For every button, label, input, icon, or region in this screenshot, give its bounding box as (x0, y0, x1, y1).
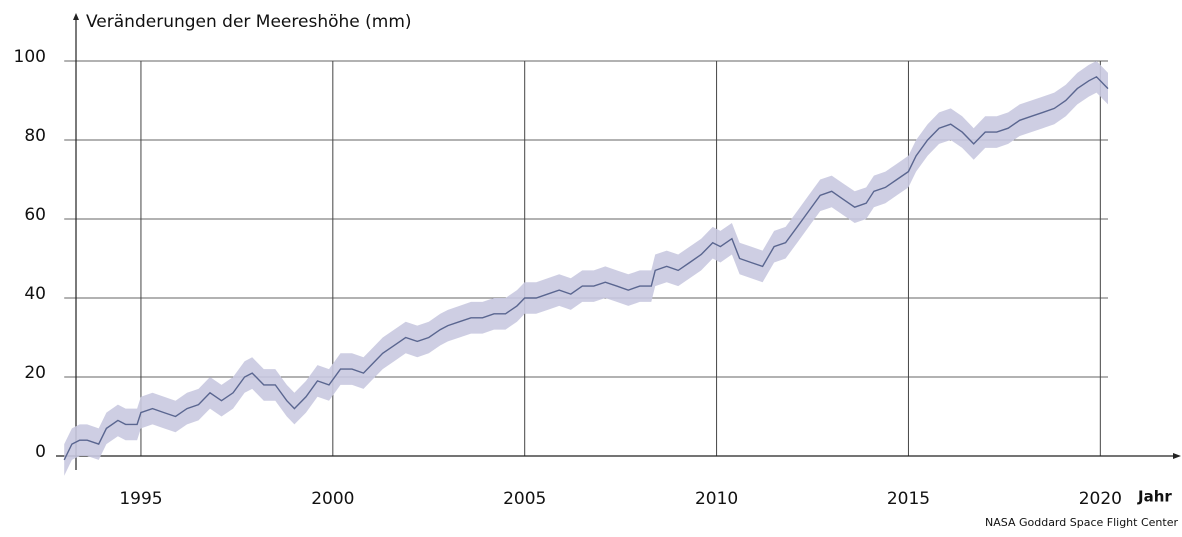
x-axis-label: Jahr (1137, 488, 1172, 506)
uncertainty-band (64, 61, 1109, 476)
x-axis-arrow (1173, 453, 1181, 459)
x-tick-label: 2010 (695, 489, 738, 509)
source: NASA Goddard Space Flight Center (985, 516, 1178, 529)
chart-title: Veränderungen der Meereshöhe (mm) (86, 12, 412, 32)
y-tick-label: 20 (24, 363, 46, 383)
y-tick-label: 80 (24, 126, 46, 146)
x-tick-label: 1995 (119, 489, 162, 509)
x-tick-label: 2005 (503, 489, 546, 509)
x-tick-label: 2000 (311, 489, 354, 509)
y-tick-label: 100 (14, 47, 46, 67)
y-tick-label: 0 (35, 442, 46, 462)
y-tick-label: 40 (24, 284, 46, 304)
data-line (63, 75, 1109, 461)
x-tick-label: 2020 (1079, 489, 1122, 509)
y-axis-arrow (73, 13, 79, 20)
y-tick-label: 60 (24, 205, 46, 225)
x-tick-label: 2015 (887, 489, 930, 509)
